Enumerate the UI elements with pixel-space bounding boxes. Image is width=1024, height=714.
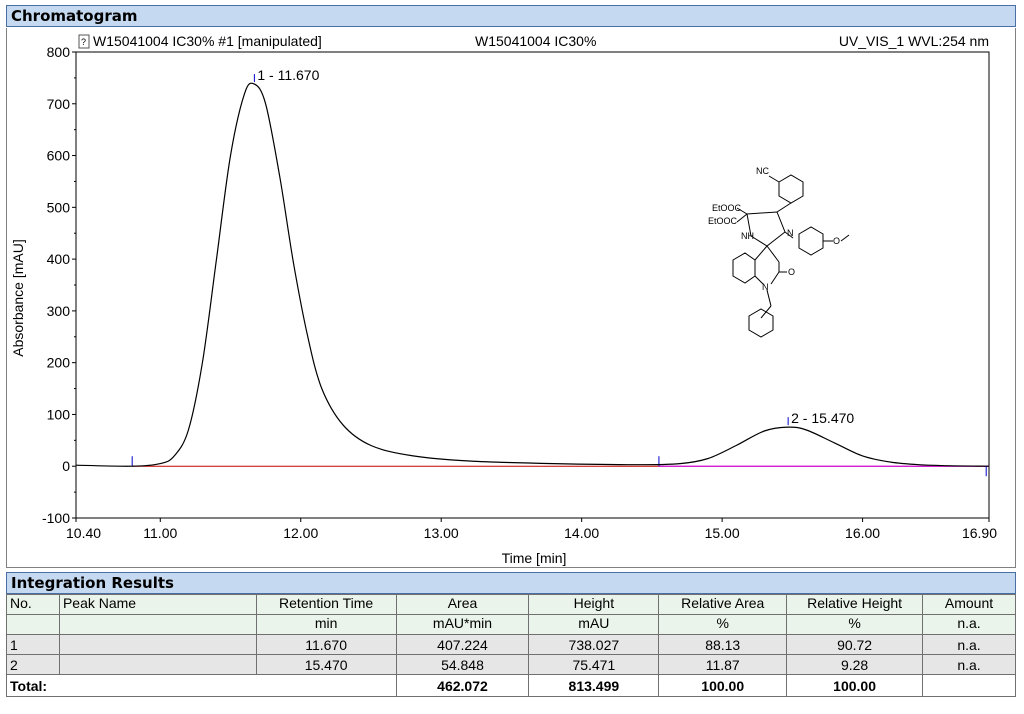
col-no-unit (6, 614, 60, 635)
cell-relative-area: 88.13 (658, 634, 788, 655)
col-relative-height-unit: % (786, 614, 924, 635)
x-axis-label: Time [min] (502, 550, 567, 566)
col-peak-name-unit (58, 614, 257, 635)
y-tick-label: 200 (47, 355, 71, 371)
cell-area: 407.224 (395, 634, 530, 655)
y-tick-label: 300 (47, 303, 71, 319)
col-area-header: Area (395, 594, 530, 615)
cell-height: 738.027 (528, 634, 660, 655)
cell-peak-name (58, 654, 257, 675)
x-tick-label: 12.00 (283, 525, 318, 541)
molecule-structure (732, 174, 850, 338)
y-tick-label: 100 (47, 406, 71, 422)
table-row: 2 15.470 54.848 75.471 11.87 9.28 n.a. (6, 654, 1016, 675)
y-tick-label: 600 (47, 148, 71, 164)
cell-relative-height: 90.72 (786, 634, 924, 655)
peak-label: 2 - 15.470 (791, 410, 854, 426)
peak-label: 1 - 11.670 (257, 67, 319, 83)
col-relative-area-unit: % (658, 614, 788, 635)
cell-no: 2 (6, 654, 60, 675)
molecule-label-o1: O (788, 267, 795, 277)
y-axis-label: Absorbance [mAU] (10, 239, 26, 357)
molecule-label-nc: NC (756, 166, 769, 176)
report-icon[interactable]: ? (78, 34, 90, 49)
col-amount-unit: n.a. (922, 614, 1016, 635)
col-retention-time-unit: min (255, 614, 397, 635)
total-relative-height: 100.00 (786, 674, 924, 697)
molecule-label-etooc-1: EtOOC (712, 203, 742, 213)
cell-peak-name (58, 634, 257, 655)
x-tick-label: 13.00 (424, 525, 459, 541)
cell-no: 1 (6, 634, 60, 655)
total-area: 462.072 (395, 674, 530, 697)
chromatogram-chart: ? W15041004 IC30% #1 [manipulated] W1504… (10, 33, 997, 566)
chromatogram-trace (75, 82, 990, 467)
table-row: 1 11.670 407.224 738.027 88.13 90.72 n.a… (6, 634, 1016, 655)
cell-amount: n.a. (922, 634, 1016, 655)
x-tick-label: 16.90 (962, 525, 997, 541)
chart-title-right: UV_VIS_1 WVL:254 nm (839, 33, 989, 49)
y-tick-label: 500 (47, 199, 71, 215)
chart-title-center: W15041004 IC30% (475, 33, 596, 49)
col-peak-name-header: Peak Name (58, 594, 257, 615)
table-header-row-top: No. Peak Name Retention Time Area Height… (6, 594, 1016, 615)
plot-layer: -100 0 100 200 300 400 500 600 700 800 10.40 11.00 1… (42, 44, 997, 541)
x-tick-label: 14.00 (564, 525, 599, 541)
y-tick-label: -100 (42, 510, 70, 526)
integration-header: Integration Results (6, 572, 1016, 594)
col-relative-height-header: Relative Height (786, 594, 924, 615)
molecule-label-o2: O (833, 236, 840, 246)
chart-title-left: W15041004 IC30% #1 [manipulated] (93, 33, 322, 49)
cell-height: 75.471 (528, 654, 660, 675)
y-tick-label: 700 (47, 96, 71, 112)
col-amount-header: Amount (922, 594, 1016, 615)
molecule-label-nh: NH (741, 231, 754, 241)
total-label: Total: (6, 674, 397, 697)
cell-retention-time: 15.470 (255, 654, 397, 675)
cell-relative-height: 9.28 (786, 654, 924, 675)
col-no-header: No. (6, 594, 60, 615)
cell-relative-area: 11.87 (658, 654, 788, 675)
x-tick-label: 16.00 (845, 525, 880, 541)
total-height: 813.499 (528, 674, 660, 697)
y-tick-label: 800 (47, 44, 71, 60)
total-amount (922, 674, 1016, 697)
molecule-label-n2: N (762, 282, 769, 292)
cell-area: 54.848 (395, 654, 530, 675)
molecule-label-n1: N (787, 228, 794, 238)
y-tick-label: 0 (62, 458, 70, 474)
integration-results-table: No. Peak Name Retention Time Area Height… (6, 594, 1016, 697)
cell-amount: n.a. (922, 654, 1016, 675)
svg-text:?: ? (81, 37, 86, 47)
total-relative-area: 100.00 (658, 674, 788, 697)
molecule-labels: NC EtOOC EtOOC N NH N O O (708, 166, 840, 292)
x-tick-label: 15.00 (705, 525, 740, 541)
molecule-label-etooc-2: EtOOC (708, 216, 738, 226)
chromatogram-header: Chromatogram (6, 5, 1016, 27)
x-tick-label: 11.00 (143, 525, 177, 541)
col-retention-time-header: Retention Time (255, 594, 397, 615)
col-height-header: Height (528, 594, 660, 615)
y-tick-label: 400 (47, 251, 71, 267)
table-header-row-units: min mAU*min mAU % % n.a. (6, 614, 1016, 635)
col-height-unit: mAU (528, 614, 660, 635)
col-area-unit: mAU*min (395, 614, 530, 635)
table-total-row: Total: 462.072 813.499 100.00 100.00 (6, 674, 1016, 697)
x-tick-label: 10.40 (66, 525, 101, 541)
cell-retention-time: 11.670 (255, 634, 397, 655)
chromatogram-panel: ? W15041004 IC30% #1 [manipulated] W1504… (6, 28, 1016, 568)
col-relative-area-header: Relative Area (658, 594, 788, 615)
